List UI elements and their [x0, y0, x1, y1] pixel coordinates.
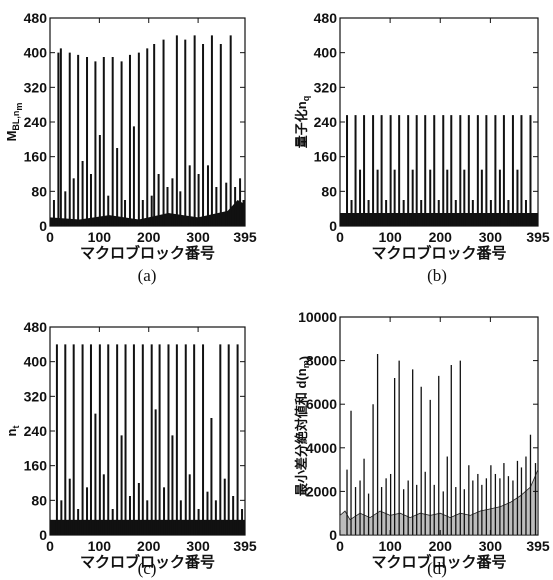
y-tick-label: 0: [329, 218, 337, 234]
y-tick-label: 320: [24, 79, 48, 95]
y-tick-label: 4000: [306, 440, 337, 456]
panel-d: 0 2000 4000 6000 8000 10000 0 100 200 300 395 マクロブロ…: [294, 309, 550, 578]
y-tick-label: 400: [24, 354, 48, 370]
y-tick-label: 8000: [306, 353, 337, 369]
y-tick-label: 80: [31, 183, 47, 199]
y-tick-label: 240: [24, 114, 48, 130]
x-axis-label: マクロブロック番号: [80, 244, 215, 262]
y-axis-label: 量子化nq: [294, 96, 311, 148]
x-tick-label: 0: [336, 538, 344, 554]
x-tick-label: 100: [378, 538, 402, 554]
x-tick-label: 0: [46, 229, 54, 245]
y-tick-label: 2000: [306, 483, 337, 499]
x-tick-label: 300: [479, 229, 503, 245]
y-tick-label: 400: [314, 45, 338, 61]
y-tick-label: 480: [24, 319, 48, 335]
x-tick-label: 395: [233, 538, 257, 554]
panel-b: 0 80 160 240 320 400 480 0 100 200 300 395 マクロブロック番号…: [294, 10, 550, 285]
y-tick-label: 400: [24, 45, 48, 61]
x-tick-label: 200: [137, 538, 161, 554]
x-tick-label: 0: [336, 229, 344, 245]
y-tick-label: 0: [329, 527, 337, 543]
y-tick-label: 480: [314, 10, 338, 26]
panel-label: (c): [138, 559, 157, 578]
y-tick-label: 80: [321, 183, 337, 199]
x-tick-label: 300: [479, 538, 503, 554]
panel-c: 0 80 160 240 320 400 480 0 100 200 300 395 マクロブロック番号…: [4, 319, 257, 578]
panel-label: (b): [427, 266, 447, 285]
panel-label: (d): [427, 559, 447, 578]
x-tick-label: 200: [137, 229, 161, 245]
y-tick-label: 160: [24, 458, 48, 474]
y-axis-label: 最小差分絶対値和 d(nm): [294, 356, 312, 496]
y-tick-label: 160: [24, 149, 48, 165]
y-tick-label: 240: [314, 114, 338, 130]
y-tick-label: 320: [314, 79, 338, 95]
y-tick-label: 80: [31, 492, 47, 508]
y-tick-label: 0: [39, 218, 47, 234]
y-tick-label: 240: [24, 423, 48, 439]
x-tick-label: 395: [233, 229, 257, 245]
y-tick-label: 480: [24, 10, 48, 26]
y-tick-label: 0: [39, 527, 47, 543]
y-axis-label: nt: [4, 426, 21, 437]
x-axis-label: マクロブロック番号: [371, 244, 506, 262]
x-tick-label: 200: [429, 229, 453, 245]
x-tick-label: 300: [186, 538, 210, 554]
plot-frame: [339, 17, 539, 227]
x-tick-label: 395: [526, 538, 550, 554]
x-tick-label: 200: [429, 538, 453, 554]
x-axis-label: マクロブロック番号: [371, 553, 506, 571]
panel-a: 0 80 160 240 320 400 480 0 100 200 300 395 マクロブロック番号…: [4, 10, 257, 285]
x-tick-label: 300: [186, 229, 210, 245]
x-tick-label: 100: [88, 229, 112, 245]
x-tick-label: 100: [378, 229, 402, 245]
x-tick-label: 0: [46, 538, 54, 554]
y-tick-label: 10000: [298, 309, 337, 325]
y-tick-label: 160: [314, 149, 338, 165]
y-tick-label: 6000: [306, 396, 337, 412]
y-axis-label: MBL,nm: [4, 103, 24, 142]
x-tick-label: 100: [88, 538, 112, 554]
x-tick-label: 395: [526, 229, 550, 245]
y-tick-label: 320: [24, 388, 48, 404]
x-axis-label: マクロブロック番号: [80, 553, 215, 571]
panel-label: (a): [138, 266, 157, 285]
baseline-band: [50, 200, 245, 226]
